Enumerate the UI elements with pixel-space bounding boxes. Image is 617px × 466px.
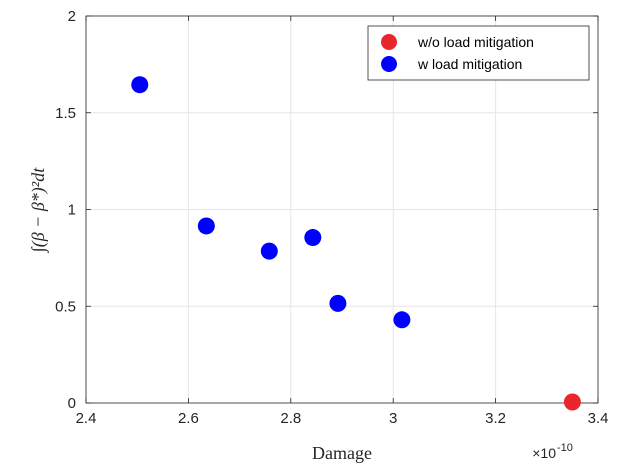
x-tick-labels: 2.4 2.6 2.8 3 3.2 3.4 [76, 410, 609, 427]
point-w-load-mitigation [131, 76, 149, 94]
y-tick-label: 1 [68, 202, 76, 219]
legend-marker-wo-load [381, 34, 397, 50]
point-w-load-mitigation [329, 294, 347, 312]
y-tick-label: 0.5 [55, 298, 76, 315]
data-points [131, 76, 581, 411]
legend-marker-w-load [381, 56, 397, 72]
legend-label-w-load: w load mitigation [417, 56, 522, 72]
x-tick-label: 2.6 [178, 410, 199, 427]
x-exponent: ×10 -10 [532, 442, 573, 461]
y-tick-label: 0 [68, 395, 76, 412]
x-tick-label: 2.4 [76, 410, 97, 427]
y-tick-labels: 0 0.5 1 1.5 2 [55, 8, 76, 412]
y-tick-label: 2 [68, 8, 76, 25]
point-w-load-mitigation [197, 217, 215, 235]
point-w-load-mitigation [260, 242, 278, 260]
legend-box [367, 25, 590, 81]
point-w-load-mitigation [393, 311, 411, 329]
x-exponent-base: ×10 [532, 445, 556, 461]
x-tick-label: 3 [389, 410, 397, 427]
x-exponent-power: -10 [557, 442, 573, 454]
point-w-load-mitigation [304, 229, 322, 247]
point-wo-load-mitigation [563, 393, 581, 411]
legend-label-wo-load: w/o load mitigation [417, 34, 534, 50]
y-tick-label: 1.5 [55, 105, 76, 122]
x-axis-label: Damage [312, 443, 372, 463]
x-tick-label: 3.4 [588, 410, 609, 427]
y-axis-label: ∫(β − β*)²dt [28, 167, 49, 253]
x-tick-label: 3.2 [485, 410, 506, 427]
axis-ticks [85, 15, 599, 404]
x-tick-label: 2.8 [280, 410, 301, 427]
legend: w/o load mitigation w load mitigation [367, 25, 590, 81]
